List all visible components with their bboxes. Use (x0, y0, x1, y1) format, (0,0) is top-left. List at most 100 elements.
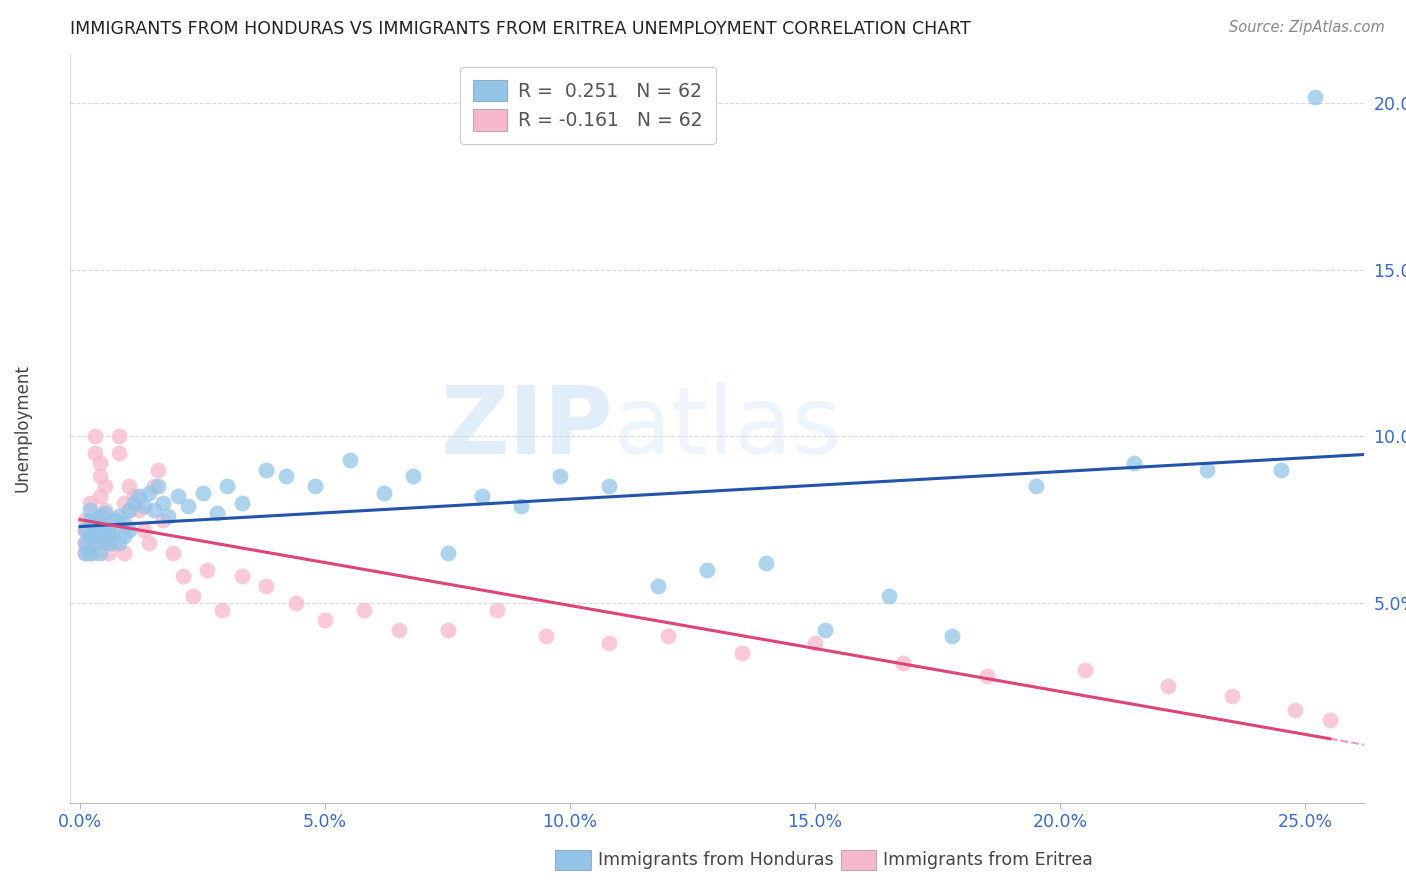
Point (142, 502, 165, 516)
Point (814, 623, 837, 637)
Point (373, 486, 395, 500)
Point (93, 533, 115, 547)
Point (941, 629, 963, 643)
Point (83, 536, 105, 550)
Point (122, 490, 145, 504)
Point (89, 509, 111, 524)
Point (172, 569, 194, 583)
Text: Immigrants from Eritrea: Immigrants from Eritrea (883, 851, 1092, 869)
Point (177, 500, 200, 514)
Point (128, 490, 150, 504)
Point (254, 463, 277, 477)
Point (138, 486, 160, 500)
Point (207, 506, 229, 520)
Point (304, 479, 326, 493)
Point (402, 469, 425, 483)
Point (1220, 690, 1243, 704)
Point (148, 479, 170, 493)
Point (93, 506, 115, 520)
Point (548, 469, 571, 483)
Point (112, 529, 135, 543)
Point (118, 523, 141, 537)
Point (118, 502, 141, 516)
Point (98, 536, 121, 550)
Point (598, 479, 620, 493)
Point (1319, 713, 1341, 727)
Point (108, 536, 131, 550)
Point (79, 496, 101, 510)
Point (755, 556, 778, 570)
Point (1284, 702, 1306, 716)
Point (510, 500, 533, 514)
Point (103, 536, 125, 550)
Point (118, 502, 141, 516)
Point (598, 636, 620, 650)
Point (142, 479, 165, 493)
Point (79, 546, 101, 560)
Point (217, 479, 239, 493)
Point (118, 479, 141, 493)
Point (191, 486, 214, 500)
Point (89, 469, 111, 483)
Point (93, 479, 115, 493)
Point (103, 523, 125, 537)
Point (877, 590, 900, 604)
Point (73, 546, 96, 560)
Point (73, 546, 96, 560)
Point (353, 602, 375, 616)
Point (79, 502, 101, 516)
Point (93, 519, 115, 533)
Text: IMMIGRANTS FROM HONDURAS VS IMMIGRANTS FROM ERITREA UNEMPLOYMENT CORRELATION CHA: IMMIGRANTS FROM HONDURAS VS IMMIGRANTS F… (70, 21, 972, 38)
Point (98, 546, 121, 560)
Point (83, 546, 105, 560)
Point (696, 563, 718, 577)
Point (730, 646, 752, 660)
Point (79, 536, 101, 550)
Point (79, 529, 101, 543)
Point (89, 529, 111, 543)
Point (314, 613, 336, 627)
Point (647, 579, 669, 593)
Point (534, 629, 557, 643)
Point (98, 523, 121, 537)
Point (108, 429, 131, 443)
Point (108, 509, 131, 524)
Point (1025, 479, 1047, 493)
Point (73, 513, 96, 527)
Point (804, 636, 827, 650)
Point (157, 509, 180, 524)
Point (274, 469, 297, 483)
Point (471, 490, 494, 504)
Text: Source: ZipAtlas.com: Source: ZipAtlas.com (1229, 20, 1385, 35)
Point (98, 526, 121, 541)
Point (148, 463, 170, 477)
Point (167, 490, 190, 504)
Point (387, 623, 409, 637)
Point (112, 546, 135, 560)
Point (103, 513, 125, 527)
Point (112, 516, 135, 530)
Text: Immigrants from Honduras: Immigrants from Honduras (598, 851, 834, 869)
Point (1195, 463, 1218, 477)
Point (79, 546, 101, 560)
Point (138, 536, 160, 550)
Point (128, 502, 150, 516)
Text: ZIP: ZIP (440, 382, 613, 475)
Point (93, 502, 115, 516)
Point (98, 536, 121, 550)
Y-axis label: Unemployment: Unemployment (14, 364, 31, 492)
Point (83, 429, 105, 443)
Point (1303, 90, 1326, 104)
Point (211, 602, 233, 616)
Point (73, 523, 96, 537)
Point (79, 529, 101, 543)
Point (181, 590, 204, 604)
Point (197, 563, 219, 577)
Point (89, 513, 111, 527)
Text: atlas: atlas (613, 382, 842, 475)
Point (254, 579, 277, 593)
Point (339, 452, 361, 467)
Point (112, 496, 135, 510)
Point (122, 496, 145, 510)
Point (1122, 456, 1144, 470)
